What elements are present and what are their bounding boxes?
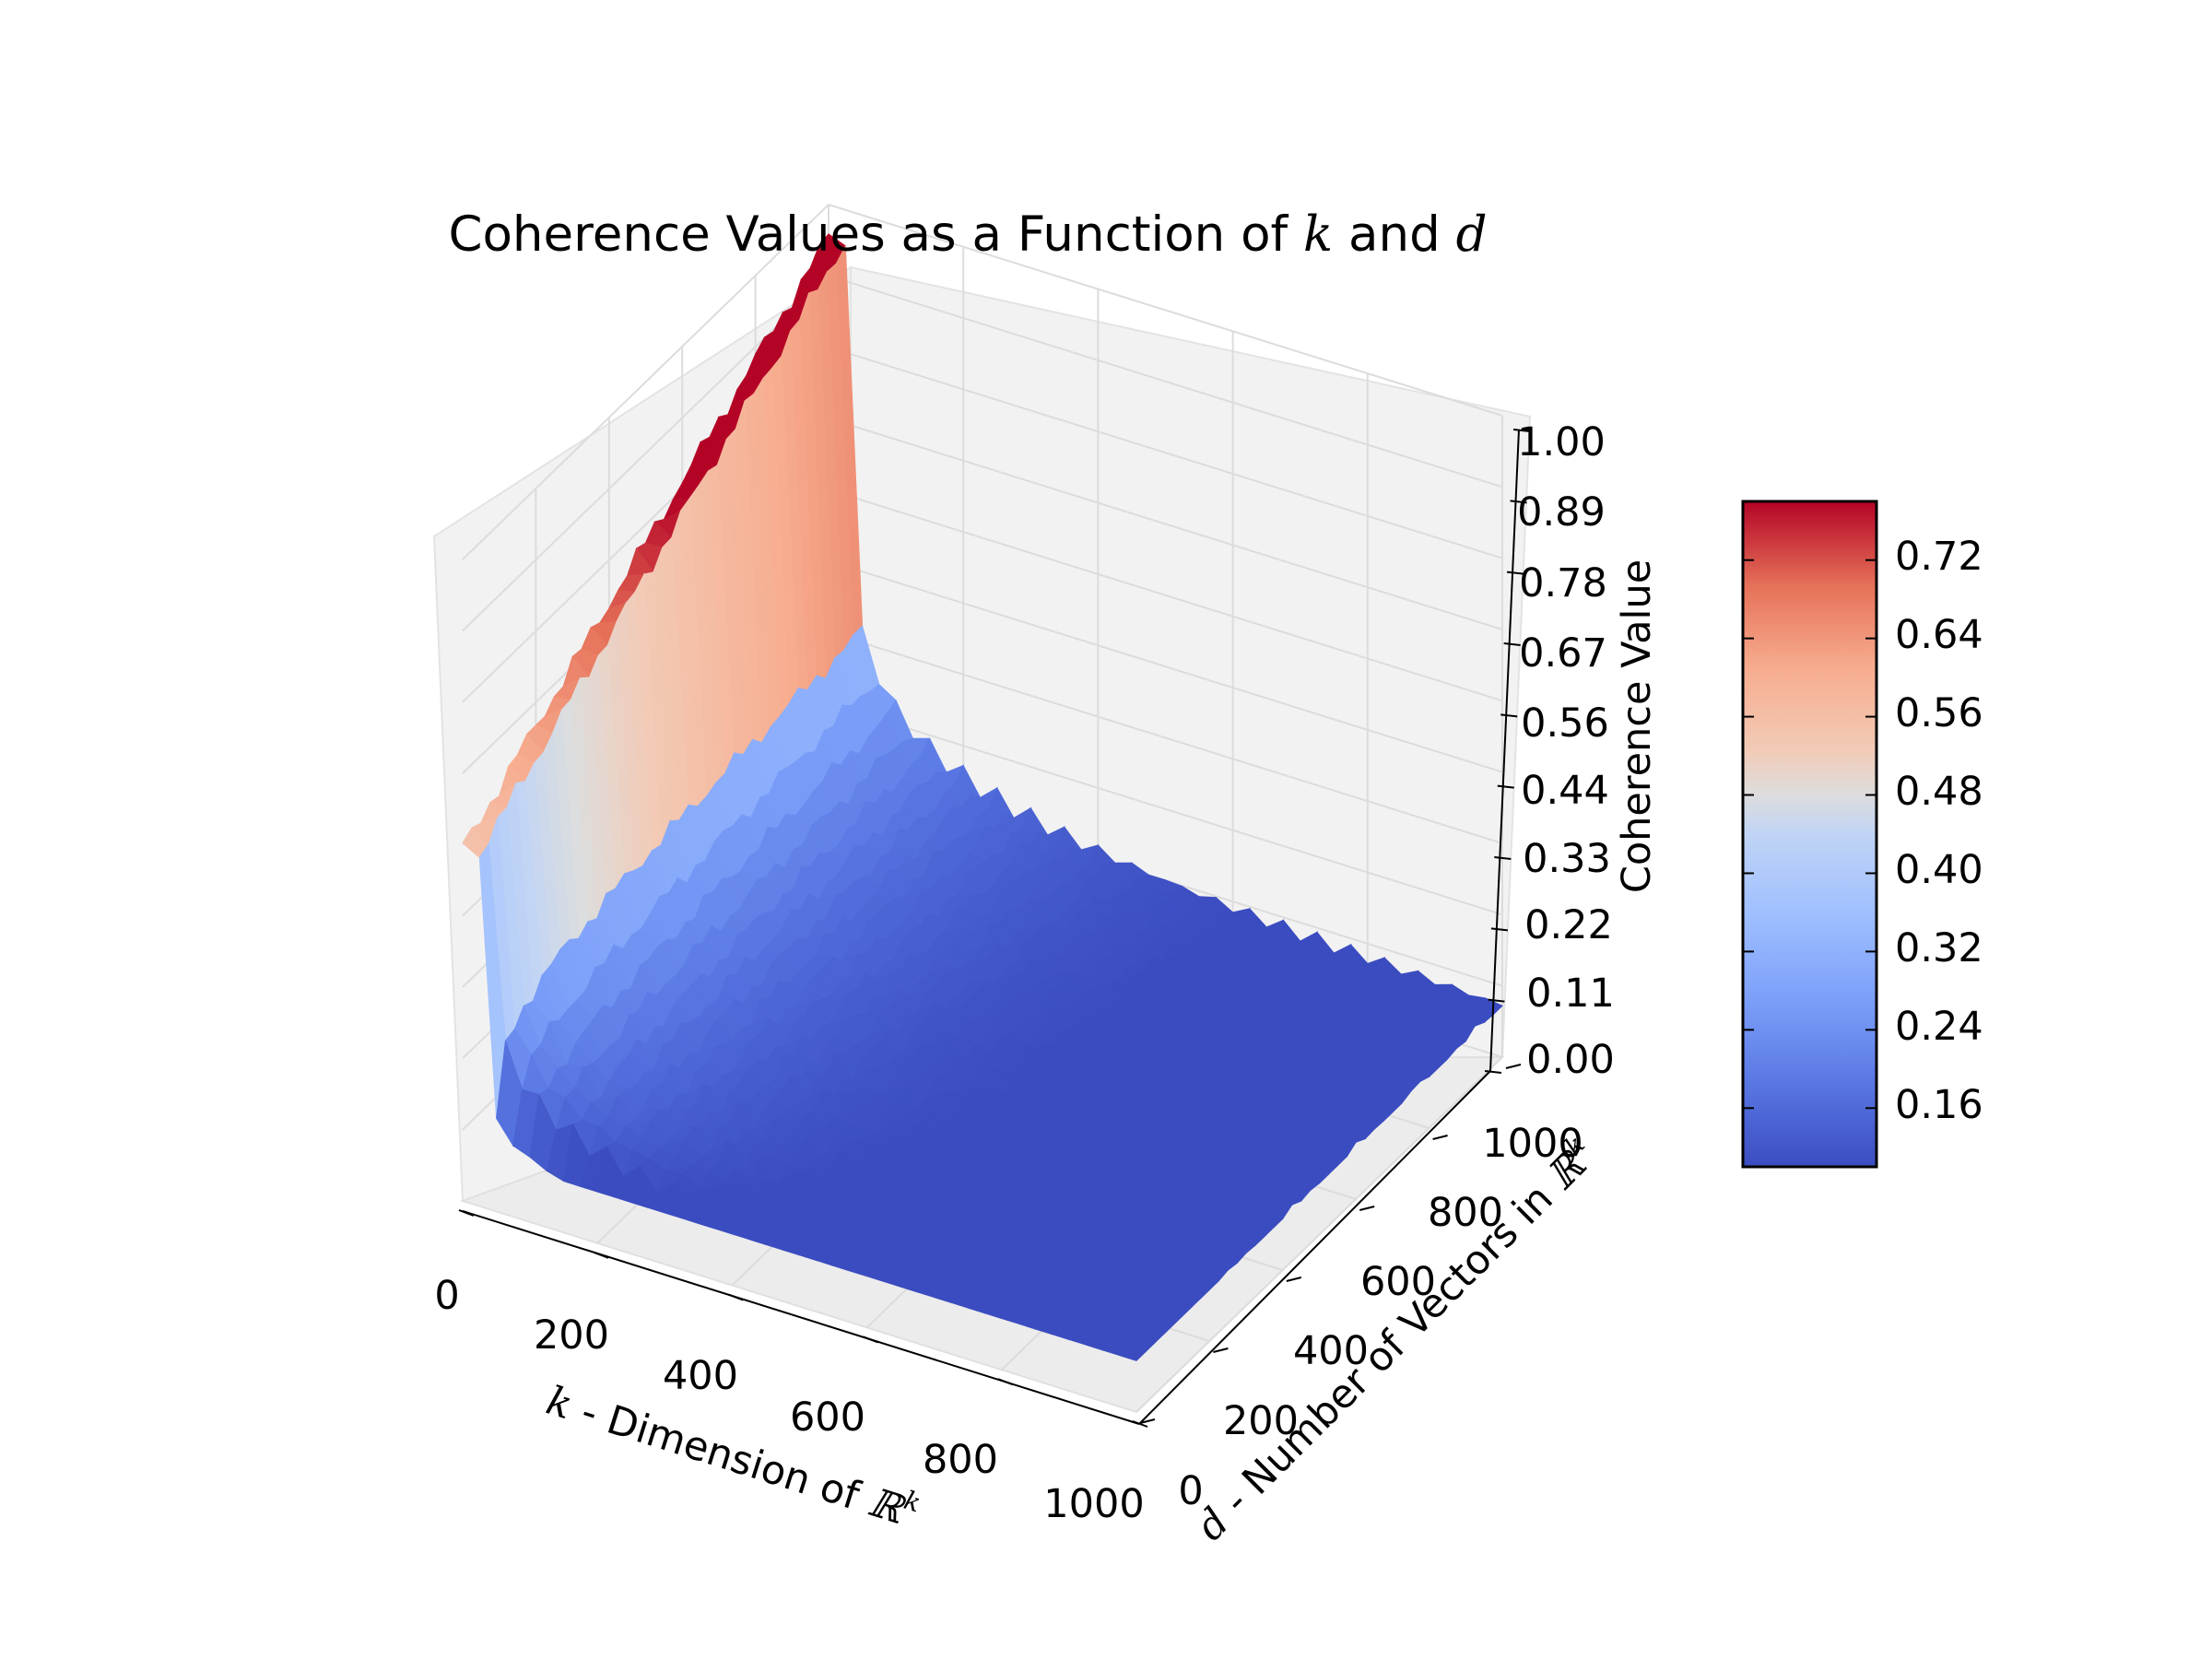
x-tick [728, 1293, 744, 1301]
z-tick-labels: 0.00 0.11 0.22 0.33 0.44 0.56 0.67 0.78 … [1517, 419, 1615, 1083]
colorbar-gradient [1741, 500, 1878, 1169]
x-tick-label: 800 [923, 1437, 998, 1483]
z-tick [1497, 784, 1514, 789]
grid-line [828, 702, 1503, 916]
z-tick-label: 0.56 [1521, 700, 1609, 747]
grid-line [828, 275, 1503, 488]
x-axis-line [462, 1210, 1140, 1425]
grid-line [828, 631, 1503, 844]
x-tick [863, 1335, 878, 1344]
z-tick-label: 0.89 [1517, 489, 1606, 535]
x-tick [997, 1378, 1014, 1386]
z-tick [1503, 642, 1521, 646]
colorbar-tick-label: 0.72 [1895, 534, 1983, 580]
z-tick [1500, 713, 1518, 718]
colorbar-tick-label: 0.16 [1895, 1082, 1983, 1128]
surface [462, 233, 1503, 1361]
z-tick [1512, 429, 1531, 432]
y-tick-label: 1000 [1482, 1121, 1583, 1167]
colorbar-tick-label: 0.24 [1895, 1004, 1983, 1050]
x-tick [458, 1209, 475, 1217]
x-tick [1132, 1420, 1148, 1428]
y-tick [1213, 1347, 1229, 1353]
z-tick [1507, 571, 1524, 575]
title-var-k: k [1303, 206, 1333, 263]
colorbar: 0.16 0.24 0.32 0.40 0.48 0.56 0.64 0.72 [1741, 500, 1983, 1169]
z-tick-label: 1.00 [1517, 419, 1606, 465]
y-axis-line [1138, 1070, 1491, 1425]
grid-line [462, 204, 830, 560]
grid-line [828, 488, 1503, 702]
colorbar-tick-label: 0.48 [1895, 769, 1983, 815]
y-tick-label: 600 [1360, 1259, 1436, 1305]
grid-line [828, 346, 1503, 559]
grid-line [828, 418, 1503, 630]
colorbar-ticks [1743, 559, 1877, 1110]
y-tick-labels: 0 200 400 600 800 1000 [1178, 1121, 1583, 1514]
z-tick-label: 0.44 [1521, 768, 1609, 814]
grid-line [828, 204, 1503, 417]
x-tick-label: 400 [663, 1353, 738, 1399]
x-tick-label: 1000 [1043, 1481, 1144, 1527]
z-tick [1490, 927, 1508, 932]
colorbar-tick-label: 0.40 [1895, 847, 1983, 893]
y-tick [1139, 1418, 1156, 1424]
colorbar-tick-label: 0.56 [1895, 690, 1983, 736]
colorbar-tick-label: 0.32 [1895, 925, 1983, 971]
y-tick-label: 400 [1293, 1328, 1369, 1374]
z-tick-label: 0.78 [1519, 560, 1607, 606]
y-tick-label: 200 [1223, 1398, 1299, 1444]
z-tick [1488, 998, 1505, 1003]
z-axis-label: Coherence Value [1614, 559, 1660, 893]
x-tick-label: 200 [534, 1312, 609, 1359]
grid-line [1135, 1056, 1503, 1413]
z-tick-label: 0.33 [1523, 836, 1611, 882]
grid-line [828, 559, 1503, 773]
z-tick [1484, 1070, 1502, 1074]
x-tick-label: 600 [790, 1394, 865, 1441]
x-tick-label: 0 [434, 1273, 459, 1319]
axis-ticks [458, 429, 1531, 1428]
z-tick-label: 0.00 [1526, 1037, 1615, 1083]
surface-patch [1118, 1346, 1147, 1361]
title-var-d: d [1456, 206, 1488, 263]
y-tick-label: 0 [1178, 1468, 1203, 1514]
title-middle: and [1333, 206, 1455, 263]
colorbar-tick-label: 0.64 [1895, 612, 1983, 658]
z-tick-label: 0.22 [1524, 902, 1613, 948]
z-axis-line [1489, 429, 1520, 1072]
x-tick [593, 1251, 609, 1259]
z-tick-label: 0.11 [1526, 971, 1615, 1017]
axis-lines [462, 429, 1520, 1425]
y-tick [1505, 1064, 1522, 1069]
title-prefix: Coherence Values as a Function of [449, 206, 1304, 263]
z-tick [1494, 856, 1512, 860]
y-tick [1286, 1277, 1302, 1282]
chart-title: Coherence Values as a Function of k and … [449, 206, 1488, 263]
z-tick-label: 0.67 [1519, 630, 1607, 677]
y-tick [1359, 1206, 1375, 1211]
y-tick-label: 800 [1428, 1190, 1503, 1236]
y-tick [1432, 1135, 1448, 1140]
x-tick-labels: 0 200 400 600 800 1000 [434, 1273, 1144, 1527]
colorbar-tick-labels: 0.16 0.24 0.32 0.40 0.48 0.56 0.64 0.72 [1895, 534, 1983, 1128]
z-tick [1510, 500, 1527, 504]
